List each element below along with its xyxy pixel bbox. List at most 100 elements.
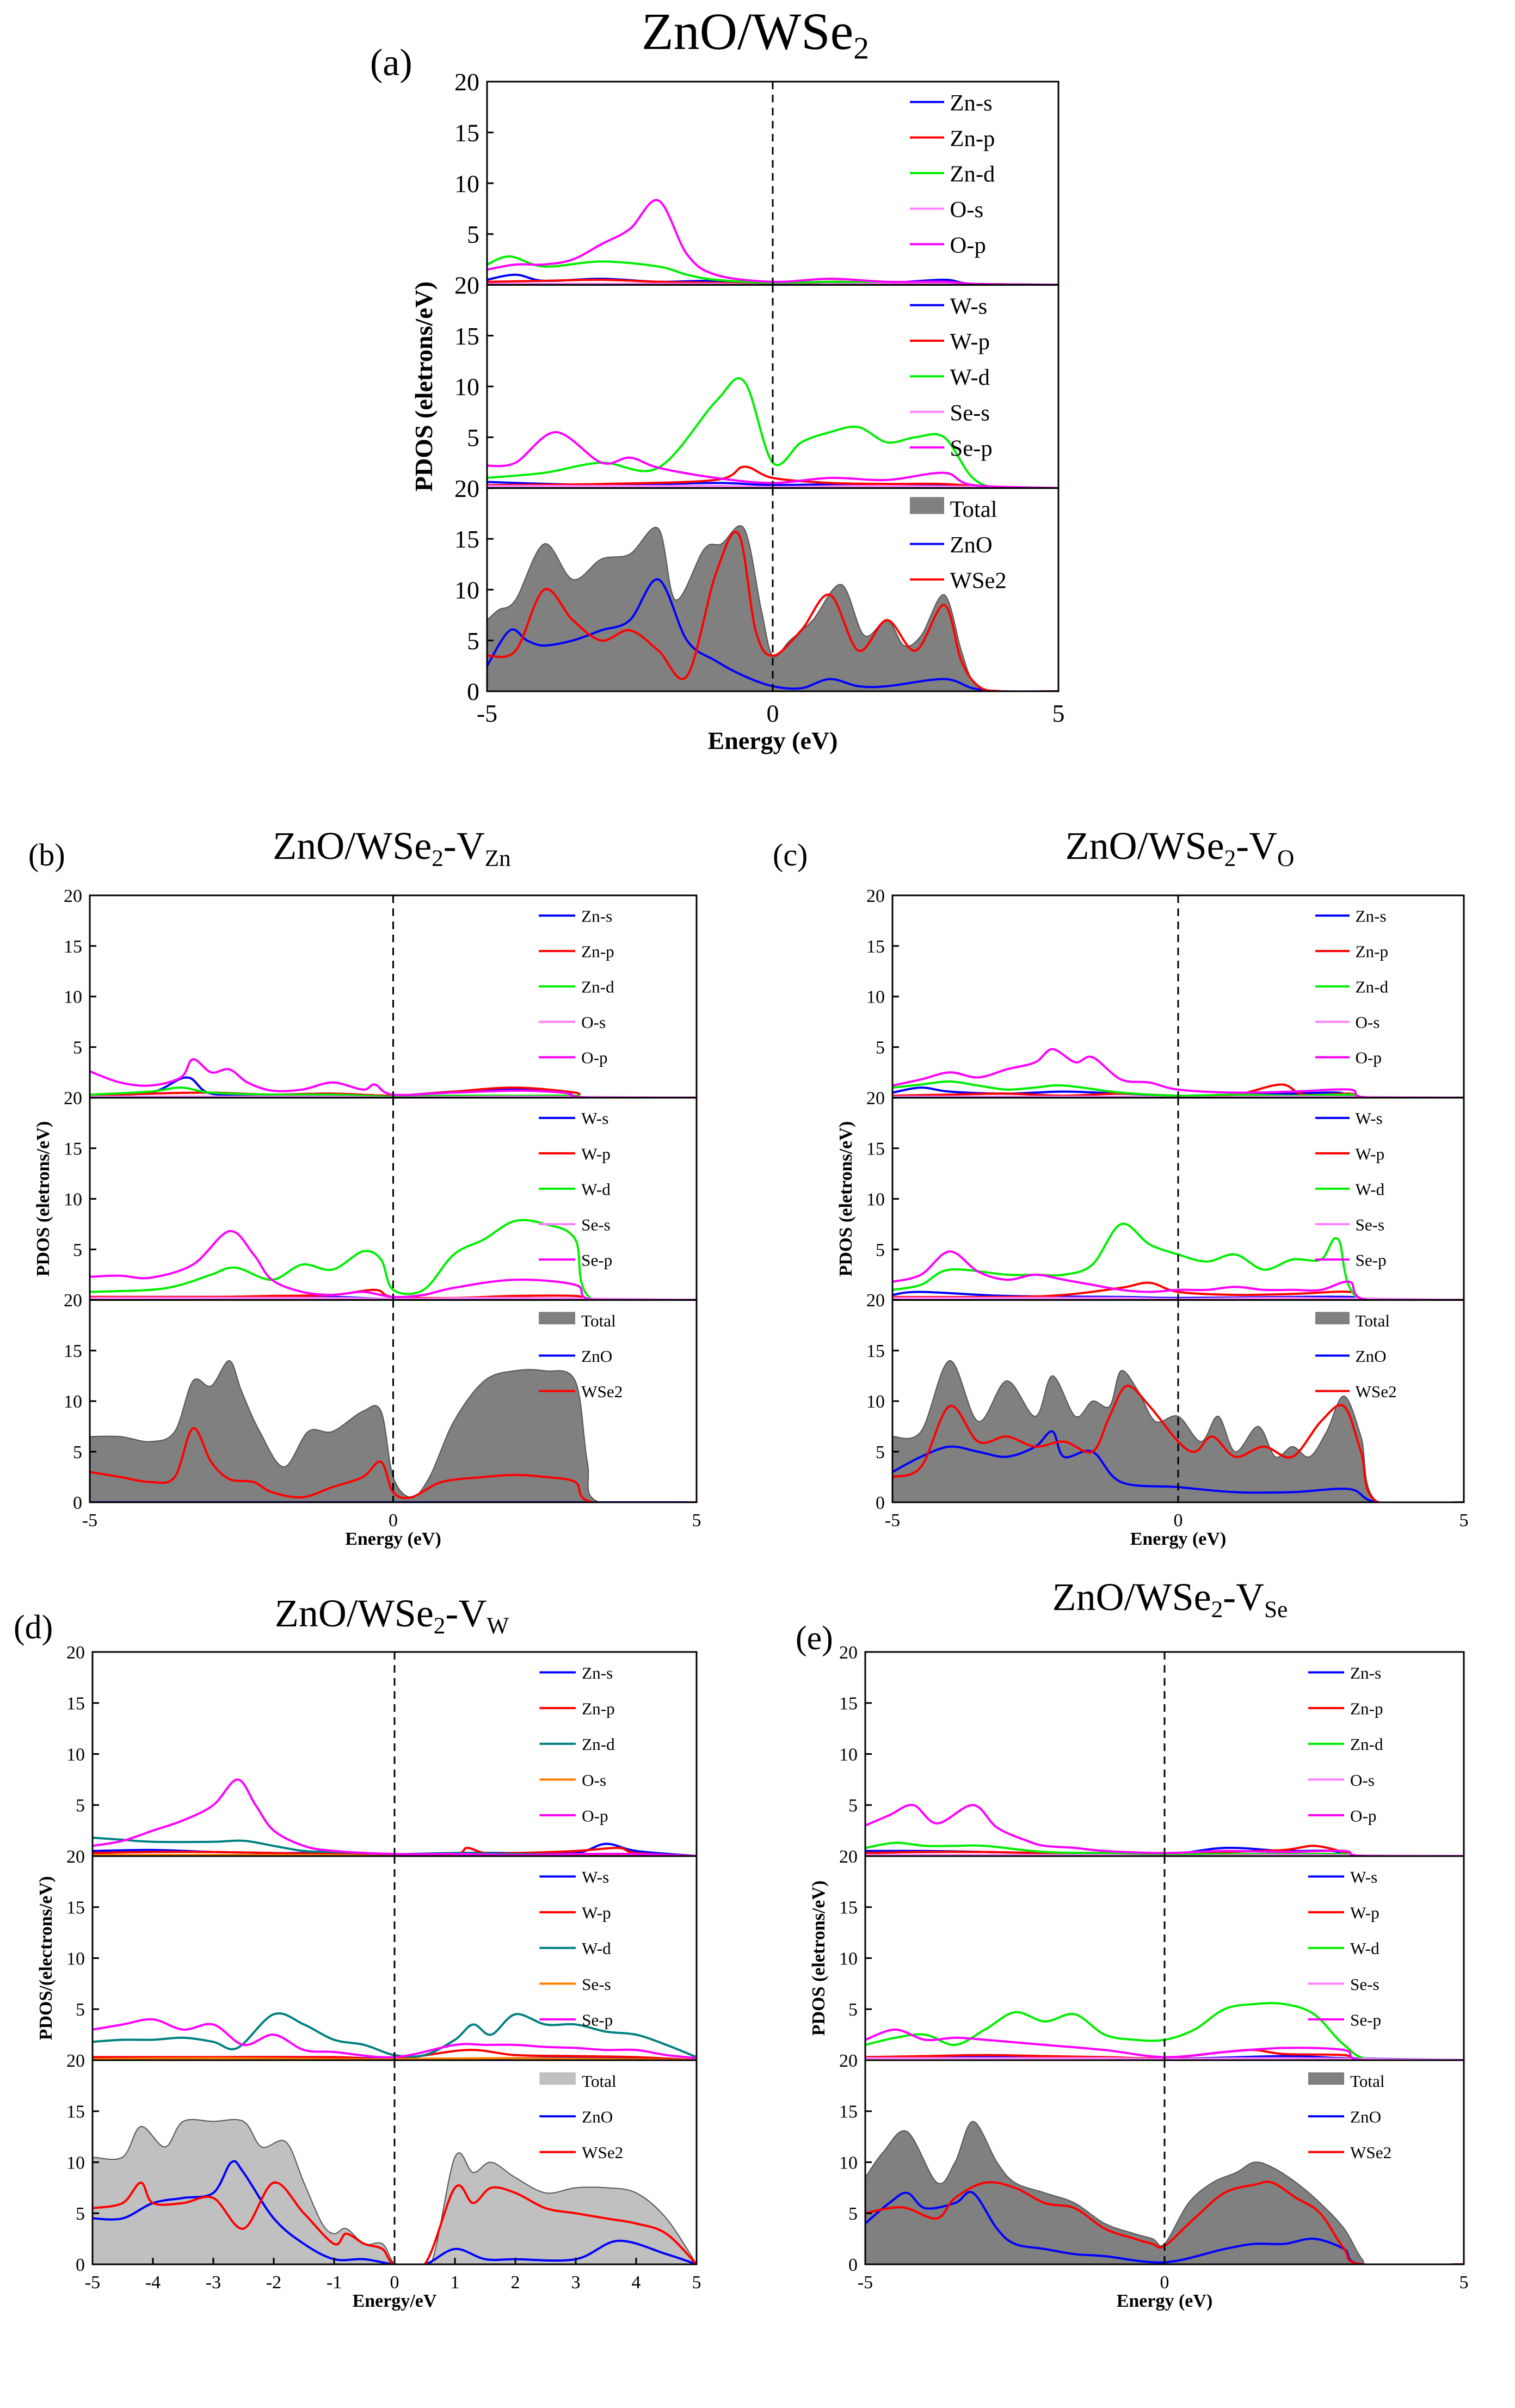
- panel-e: (e) ZnO/WSe2-VSe 5 10 15 20 Zn-s Zn-p Zn-d O-s O-p…: [796, 1575, 1469, 2311]
- y-tick-label: 0: [73, 1493, 82, 1513]
- x-tick-label: 4: [632, 2272, 641, 2293]
- y-axis-label: PDOS/(electrons/eV): [36, 1876, 56, 2041]
- legend-label: Zn-p: [1350, 1699, 1383, 1718]
- subplot-middle: 5 10 15 20 W-s W-p W-d Se-s Se-p: [454, 271, 1060, 489]
- y-tick-label: 5: [467, 627, 479, 655]
- legend-label: Se-s: [1356, 1215, 1385, 1234]
- y-tick-label: 20: [66, 2051, 85, 2071]
- legend-label: W-d: [581, 1180, 611, 1199]
- series-se-s-line: [90, 1297, 697, 1300]
- y-tick-label: 20: [454, 68, 479, 96]
- y-tick-label: 20: [454, 475, 479, 502]
- y-tick-label: 5: [876, 1442, 885, 1463]
- y-tick-label: 20: [454, 271, 479, 299]
- x-tick-label: -1: [327, 2272, 342, 2293]
- legend-label: O-p: [1356, 1048, 1382, 1067]
- y-tick-label: 5: [73, 1240, 82, 1260]
- y-tick-label: 5: [467, 220, 479, 248]
- y-tick-label: 5: [73, 1038, 82, 1058]
- x-tick-label: -5: [885, 1510, 900, 1531]
- series-o-p-line: [865, 1804, 1464, 1856]
- y-axis-label: PDOS (eletrons/eV): [410, 281, 438, 492]
- y-tick-label: 15: [839, 1898, 858, 1918]
- y-tick-label: 20: [866, 886, 885, 906]
- y-tick-label: 20: [64, 1291, 82, 1311]
- series-zno-line: [892, 1430, 1464, 1502]
- legend-label: Zn-p: [1356, 942, 1389, 961]
- series-wse2-line: [93, 2181, 697, 2264]
- x-tick-label: 5: [1459, 2272, 1469, 2293]
- y-tick-label: 10: [839, 1744, 858, 1765]
- x-tick-label: 0: [1160, 2272, 1169, 2293]
- x-tick-label: -5: [858, 2272, 873, 2293]
- legend-label: Zn-s: [581, 907, 612, 926]
- y-tick-label: 15: [64, 1341, 82, 1361]
- legend-label: Se-s: [581, 1215, 611, 1234]
- x-axis-label: Energy (eV): [1117, 2291, 1213, 2311]
- legend-label: O-p: [1350, 1806, 1376, 1825]
- legend-label: Se-s: [1350, 1975, 1379, 1994]
- series-se-p-line: [487, 431, 1058, 488]
- series-wse2-line: [90, 1427, 697, 1502]
- legend-label: ZnO: [581, 1347, 612, 1366]
- y-axis-label: PDOS (eletrons/eV): [33, 1121, 53, 1276]
- legend-label: Se-p: [582, 2010, 613, 2029]
- y-tick-label: 15: [839, 1694, 858, 1714]
- y-tick-label: 10: [64, 1189, 82, 1209]
- legend-label: W-d: [582, 1939, 611, 1958]
- legend-swatch: [1315, 1312, 1350, 1325]
- x-tick-label: -5: [82, 1510, 97, 1531]
- y-tick-label: 10: [839, 1949, 858, 1969]
- legend-label: Se-s: [582, 1975, 611, 1994]
- y-tick-label: 5: [467, 423, 479, 451]
- y-axis-label: PDOS (eletrons/eV): [809, 1881, 829, 2036]
- y-tick-label: 5: [848, 2204, 858, 2224]
- panel-title: ZnO/WSe2-VW: [275, 1592, 509, 1639]
- x-tick-label: 3: [571, 2272, 581, 2293]
- y-tick-label: 15: [64, 937, 82, 957]
- y-tick-label: 0: [876, 1493, 885, 1513]
- legend-label: Total: [582, 2072, 617, 2091]
- y-tick-label: 15: [66, 1898, 85, 1918]
- series-w-d-line: [892, 1223, 1464, 1300]
- series-total-area: [865, 2121, 1464, 2264]
- legend-label: Zn-d: [1350, 1735, 1383, 1754]
- x-axis-label: Energy (eV): [345, 1529, 441, 1549]
- legend-label: W-p: [582, 1903, 611, 1922]
- legend-label: W-s: [581, 1109, 608, 1128]
- legend-label: W-d: [1350, 1939, 1379, 1958]
- series-o-p-line: [93, 1778, 697, 1856]
- y-tick-label: 10: [454, 576, 479, 604]
- y-tick-label: 15: [64, 1139, 82, 1159]
- legend-label: Zn-s: [950, 90, 993, 116]
- y-tick-label: 10: [66, 2153, 85, 2173]
- series-total-area: [892, 1360, 1464, 1502]
- legend-label: W-s: [1356, 1109, 1383, 1128]
- legend-label: O-s: [582, 1771, 606, 1790]
- panel-label: (e): [796, 1620, 833, 1657]
- subplot-top: 5 10 15 20 Zn-s Zn-p Zn-d O-s O-p: [454, 68, 1060, 286]
- subplot-middle: 5 10 15 20 W-s W-p W-d Se-s Se-p: [839, 1847, 1465, 2061]
- legend-label: O-p: [582, 1806, 608, 1825]
- subplot-top: 5 10 15 20 Zn-s Zn-p Zn-d O-s O-p: [866, 886, 1465, 1099]
- y-tick-label: 15: [839, 2102, 858, 2122]
- y-tick-label: 0: [467, 678, 479, 705]
- y-tick-label: 15: [454, 525, 479, 553]
- y-tick-label: 10: [866, 987, 885, 1008]
- y-tick-label: 20: [839, 2051, 858, 2071]
- x-axis-label: Energy (eV): [708, 727, 838, 754]
- y-tick-label: 10: [454, 373, 479, 401]
- legend-label: Zn-s: [1350, 1663, 1381, 1682]
- subplot-bottom: 0 5 10 15 20 Total ZnO WSe2: [64, 1291, 698, 1513]
- y-tick-label: 10: [866, 1392, 885, 1412]
- legend-label: ZnO: [582, 2108, 613, 2127]
- series-se-p-line: [865, 2028, 1464, 2060]
- subplot-bottom: 0 5 10 15 20 Total ZnO WSe2: [66, 2051, 698, 2275]
- series-w-d-line: [90, 1219, 697, 1300]
- legend-label: Se-s: [950, 400, 990, 426]
- y-tick-label: 10: [454, 170, 479, 198]
- legend-label: O-s: [581, 1013, 606, 1032]
- x-tick-label: 1: [451, 2272, 460, 2293]
- y-tick-label: 20: [866, 1291, 885, 1311]
- panel-label: (a): [370, 42, 412, 84]
